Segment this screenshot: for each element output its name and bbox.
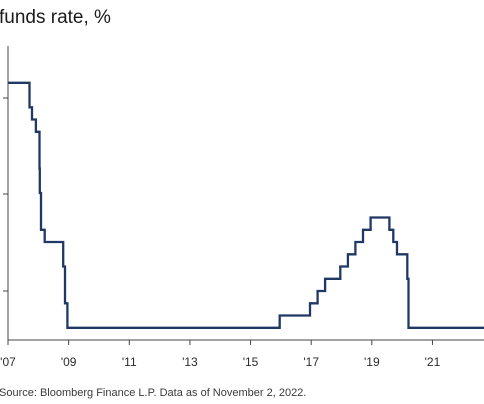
- x-tick-label: '13: [182, 355, 198, 369]
- x-axis-ticks: '07 '09 '11 '13 '15 '17 '19 '21: [0, 340, 441, 369]
- x-tick-label: '11: [122, 355, 137, 369]
- x-tick-label: '19: [364, 355, 380, 369]
- source-note: Source: Bloomberg Finance L.P. Data as o…: [0, 387, 307, 399]
- fed-funds-rate-line: [8, 81, 484, 329]
- x-tick-label: '21: [425, 355, 441, 369]
- x-tick-label: '09: [61, 355, 77, 369]
- x-tick-label: '07: [0, 355, 16, 369]
- x-tick-label: '17: [303, 355, 319, 369]
- x-tick-label: '15: [243, 355, 259, 369]
- chart-title: funds rate, %: [0, 7, 111, 28]
